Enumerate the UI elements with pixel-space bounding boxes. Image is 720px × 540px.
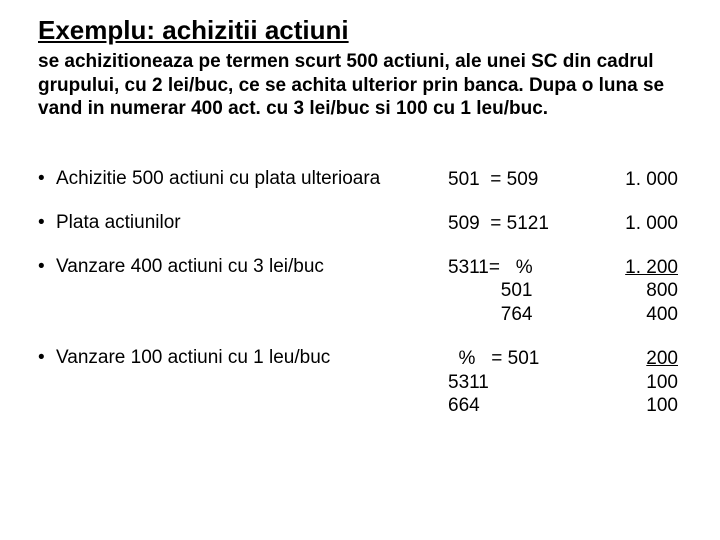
entry-desc-cell: • Vanzare 100 actiuni cu 1 leu/buc [38,347,448,369]
bullet-icon: • [38,347,56,369]
slide-subtitle: se achizitioneaza pe termen scurt 500 ac… [38,50,682,121]
entry-accounts: 5311= % 501 764 [448,256,588,327]
slide: Exemplu: achizitii actiuni se achizition… [0,0,720,540]
entry-desc-cell: • Vanzare 400 actiuni cu 3 lei/buc [38,256,448,278]
bullet-icon: • [38,168,56,190]
entry-accounts: 509 = 5121 [448,212,588,236]
content-area: • Achizitie 500 actiuni cu plata ulterio… [38,168,682,438]
bullet-icon: • [38,212,56,234]
entry-accounts: % = 501 5311 664 [448,347,588,418]
entry-amount: 200 100 100 [588,347,678,418]
amount-total: 200 [646,348,678,369]
entry-amount: 1. 000 [588,212,678,236]
entry-desc: Plata actiunilor [56,212,448,234]
entry-amount: 1. 000 [588,168,678,192]
entry-row: • Vanzare 400 actiuni cu 3 lei/buc 5311=… [38,256,682,327]
entry-row: • Plata actiunilor 509 = 5121 1. 000 [38,212,682,236]
slide-title: Exemplu: achizitii actiuni [38,16,682,46]
header-box: Exemplu: achizitii actiuni se achizition… [38,16,682,121]
entry-row: • Vanzare 100 actiuni cu 1 leu/buc % = 5… [38,347,682,418]
entry-amount: 1. 200 800 400 [588,256,678,327]
bullet-icon: • [38,256,56,278]
entry-desc-cell: • Achizitie 500 actiuni cu plata ulterio… [38,168,448,190]
entry-desc: Vanzare 400 actiuni cu 3 lei/buc [56,256,448,278]
entry-desc-cell: • Plata actiunilor [38,212,448,234]
entry-accounts: 501 = 509 [448,168,588,192]
amount-lines: 100 100 [646,372,678,417]
entry-row: • Achizitie 500 actiuni cu plata ulterio… [38,168,682,192]
entry-desc: Vanzare 100 actiuni cu 1 leu/buc [56,347,448,369]
amount-lines: 800 400 [646,280,678,325]
entry-desc: Achizitie 500 actiuni cu plata ulterioar… [56,168,448,190]
amount-total: 1. 200 [625,257,678,278]
